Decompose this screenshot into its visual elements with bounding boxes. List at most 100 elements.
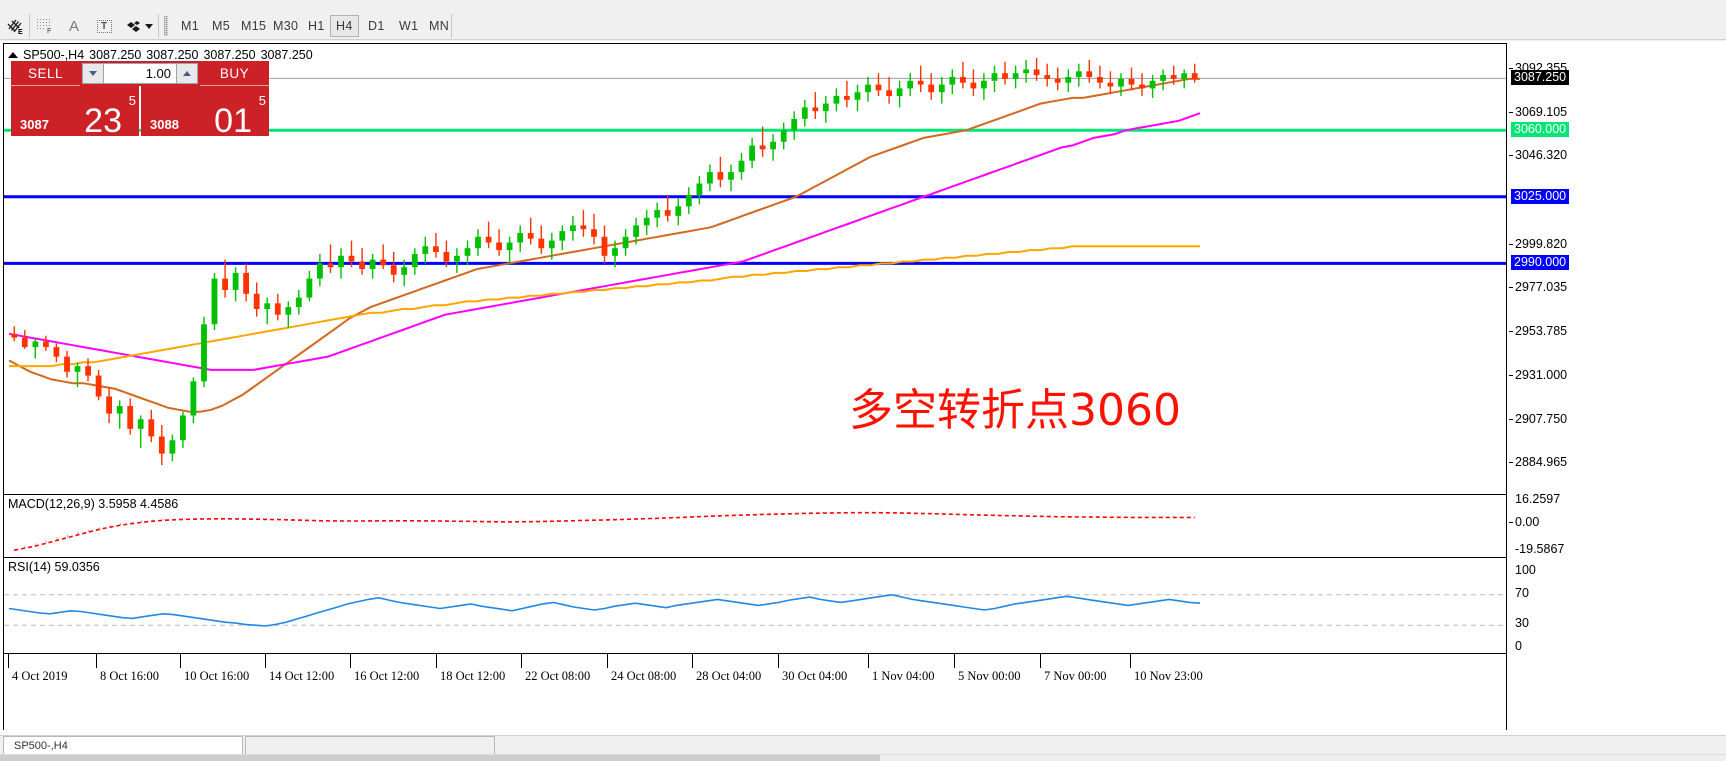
sell-button[interactable]: SELL bbox=[11, 61, 80, 86]
one-click-trading-panel[interactable]: SELL 1.00 BUY 3087 23 5 3088 01 5 bbox=[11, 61, 269, 136]
time-tick-label: 30 Oct 04:00 bbox=[782, 669, 848, 683]
time-gridline bbox=[8, 654, 9, 668]
buy-price-prefix: 3088 bbox=[150, 117, 179, 132]
rsi-chart-svg bbox=[4, 593, 1506, 627]
text-box-glyph: T bbox=[96, 19, 112, 33]
time-gridline bbox=[954, 654, 955, 668]
time-tick-label: 16 Oct 12:00 bbox=[354, 669, 420, 683]
time-gridline bbox=[607, 654, 608, 668]
macd-label: MACD(12,26,9) 3.5958 4.4586 bbox=[8, 497, 179, 511]
price-level-label[interactable]: 3060.000 bbox=[1511, 122, 1570, 138]
chart-toolbar: E F A T M1 M5 M15 M30 H1 bbox=[0, 12, 1726, 40]
price-level-label[interactable]: 2990.000 bbox=[1511, 255, 1570, 271]
svg-text:E: E bbox=[18, 29, 23, 35]
time-tick-label: 5 Nov 00:00 bbox=[958, 669, 1021, 683]
sell-price-fraction: 5 bbox=[128, 93, 136, 108]
price-axis[interactable]: 3092.355 3069.105 3046.320 2999.820 2977.035… bbox=[1507, 43, 1726, 730]
time-tick-label: 8 Oct 16:00 bbox=[100, 669, 160, 683]
chevron-down-icon bbox=[89, 71, 97, 76]
buy-price-fraction: 5 bbox=[258, 93, 266, 108]
time-gridline bbox=[778, 654, 779, 668]
price-tick-label: 3046.320 bbox=[1508, 148, 1568, 163]
volume-increment-button[interactable] bbox=[176, 63, 198, 84]
volume-stepper[interactable]: 1.00 bbox=[80, 61, 200, 86]
timeframe-h4[interactable]: H4 bbox=[330, 15, 359, 37]
time-gridline bbox=[692, 654, 693, 668]
price-tick-label: 2953.785 bbox=[1508, 324, 1568, 339]
sell-price-prefix: 3087 bbox=[20, 117, 49, 132]
macd-tick-label: 0.00 bbox=[1508, 514, 1540, 529]
timeframe-m5[interactable]: M5 bbox=[212, 19, 230, 33]
grid-icon[interactable]: F bbox=[33, 15, 57, 37]
toolbar-overflow-row bbox=[0, 0, 1726, 12]
symbol-header: SP500-,H4 3087.250 3087.250 3087.250 308… bbox=[8, 47, 313, 62]
time-tick-label: 7 Nov 00:00 bbox=[1044, 669, 1107, 683]
timeframe-h1[interactable]: H1 bbox=[308, 19, 325, 33]
macd-tick-label: -19.5867 bbox=[1515, 542, 1565, 556]
time-tick-label: 22 Oct 08:00 bbox=[525, 669, 591, 683]
horizontal-scrollbar[interactable] bbox=[0, 754, 1726, 761]
ohlc-high: 3087.250 bbox=[146, 47, 199, 62]
text-box-icon[interactable]: T bbox=[92, 15, 116, 37]
chart-tab-strip[interactable]: SP500-,H4 bbox=[3, 736, 495, 754]
toolbar-grip[interactable] bbox=[164, 16, 168, 36]
price-chart-svg bbox=[4, 58, 1506, 465]
timeframe-m15[interactable]: M15 bbox=[241, 19, 267, 33]
time-gridline bbox=[96, 654, 97, 668]
ohlc-close: 3087.250 bbox=[260, 47, 313, 62]
price-tick-label: 2884.965 bbox=[1508, 455, 1568, 470]
time-gridline bbox=[1040, 654, 1041, 668]
price-tick-label: 2907.750 bbox=[1508, 411, 1568, 426]
timeframe-m30[interactable]: M30 bbox=[273, 19, 299, 33]
price-tick-label: 2999.820 bbox=[1508, 236, 1568, 251]
buy-button[interactable]: BUY bbox=[200, 61, 269, 86]
price-level-label[interactable]: 3025.000 bbox=[1511, 188, 1570, 204]
chart-tab-secondary[interactable] bbox=[245, 736, 495, 754]
collapse-caret-icon[interactable] bbox=[8, 51, 18, 58]
chart-tab-sp500[interactable]: SP500-,H4 bbox=[3, 736, 243, 754]
rsi-tick-label: 70 bbox=[1515, 585, 1529, 600]
time-tick-label: 1 Nov 04:00 bbox=[872, 669, 935, 683]
time-tick-label: 18 Oct 12:00 bbox=[440, 669, 506, 683]
time-gridline bbox=[350, 654, 351, 668]
rsi-tick-label: 0 bbox=[1515, 639, 1522, 653]
time-gridline bbox=[180, 654, 181, 668]
svg-text:F: F bbox=[47, 28, 52, 34]
buy-price-main: 01 bbox=[214, 102, 252, 136]
time-axis: 4 Oct 2019 8 Oct 16:00 10 Oct 16:00 14 Oct … bbox=[4, 653, 1506, 731]
timeframe-d1[interactable]: D1 bbox=[368, 19, 385, 33]
symbol-name: SP500-,H4 bbox=[23, 47, 85, 62]
rsi-label: RSI(14) 59.0356 bbox=[8, 560, 100, 574]
volume-decrement-button[interactable] bbox=[82, 63, 104, 84]
price-level-label[interactable]: 3087.250 bbox=[1511, 70, 1570, 86]
buy-price-display[interactable]: 3088 01 5 bbox=[141, 86, 269, 136]
time-gridline bbox=[265, 654, 266, 668]
timeframe-m1[interactable]: M1 bbox=[181, 19, 199, 33]
timeframe-w1[interactable]: W1 bbox=[399, 19, 419, 33]
chevron-up-icon bbox=[183, 71, 191, 76]
macd-pane[interactable]: MACD(12,26,9) 3.5958 4.4586 bbox=[4, 494, 1506, 554]
time-gridline bbox=[521, 654, 522, 668]
time-tick-label: 10 Oct 16:00 bbox=[184, 669, 250, 683]
rsi-tick-label: 30 bbox=[1515, 616, 1529, 631]
objects-dropdown-button[interactable] bbox=[122, 15, 156, 37]
sell-price-display[interactable]: 3087 23 5 bbox=[11, 86, 139, 136]
rsi-tick-label: 100 bbox=[1515, 563, 1536, 577]
text-label-icon[interactable]: A bbox=[68, 17, 79, 35]
ohlc-open: 3087.250 bbox=[89, 47, 142, 62]
volume-input[interactable]: 1.00 bbox=[104, 63, 176, 84]
time-tick-label: 14 Oct 12:00 bbox=[269, 669, 335, 683]
sell-price-main: 23 bbox=[84, 102, 122, 136]
ohlc-low: 3087.250 bbox=[203, 47, 256, 62]
macd-chart-svg bbox=[13, 511, 1196, 551]
timeframe-mn[interactable]: MN bbox=[429, 19, 450, 33]
time-tick-label: 24 Oct 08:00 bbox=[611, 669, 677, 683]
scrollbar-thumb[interactable] bbox=[0, 755, 880, 761]
status-bar: SP500-,H4 bbox=[0, 735, 1726, 761]
expert-advisor-icon[interactable]: E bbox=[4, 15, 28, 37]
chart-canvas[interactable]: SP500-,H4 3087.250 3087.250 3087.250 308… bbox=[3, 43, 1507, 731]
chart-annotation-text: 多空转折点3060 bbox=[849, 385, 1181, 436]
price-tick-label: 3069.105 bbox=[1508, 104, 1568, 119]
rsi-pane[interactable]: RSI(14) 59.0356 bbox=[4, 557, 1506, 652]
time-gridline bbox=[868, 654, 869, 668]
